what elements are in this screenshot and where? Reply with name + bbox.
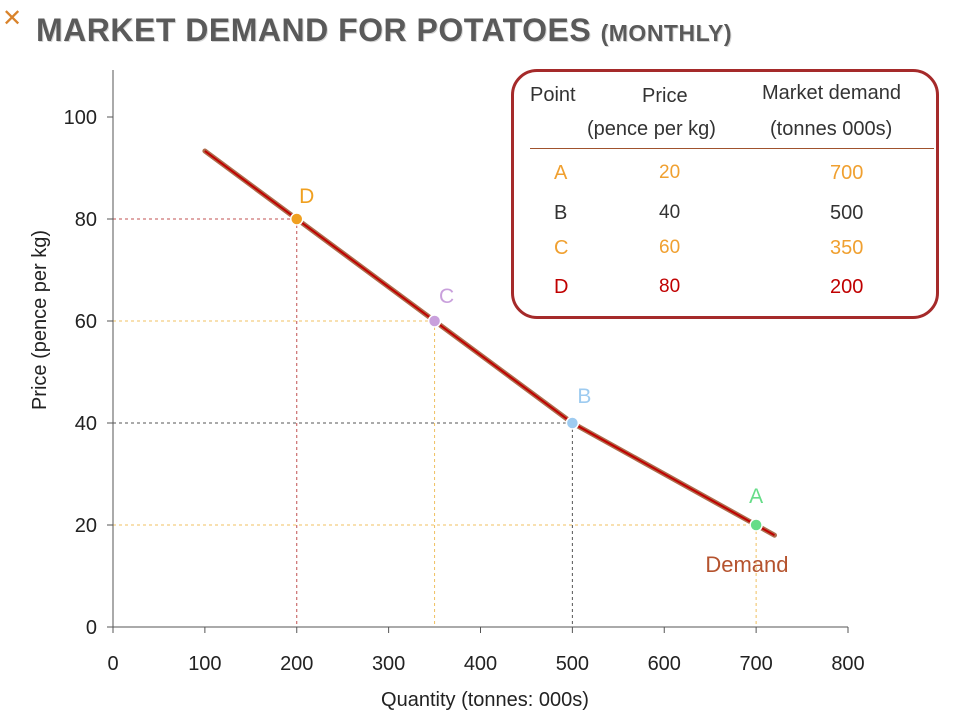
y-tick-label: 100 [64, 107, 97, 129]
x-tick-label: 400 [464, 653, 497, 675]
x-axis-label: Quantity (tonnes: 000s) [381, 689, 589, 711]
table-cell-price: 60 [659, 237, 681, 258]
data-table-panel: Point Price (pence per kg) Market demand… [511, 69, 939, 319]
slide-title: MARKET DEMAND FOR POTATOES (MONTHLY) [36, 12, 732, 49]
title-main: MARKET DEMAND FOR POTATOES [36, 12, 592, 48]
table-header-price-unit: (pence per kg) [587, 118, 716, 140]
x-tick-label: 500 [556, 653, 589, 675]
point-marker-b [565, 416, 580, 430]
table-cell-price: 80 [659, 276, 681, 297]
table-cell-demand: 200 [830, 276, 864, 298]
x-tick-label: 0 [107, 653, 118, 675]
point-label-d: D [299, 185, 314, 208]
table-header-demand-unit: (tonnes 000s) [770, 118, 893, 140]
point-marker-a [749, 518, 763, 532]
table-cell-point: D [554, 276, 569, 298]
series-label-demand: Demand [705, 552, 788, 577]
x-tick-label: 600 [648, 653, 681, 675]
point-label-b: B [577, 385, 591, 408]
y-tick-label: 60 [75, 311, 97, 333]
table-header-price: Price [642, 85, 688, 107]
x-tick-label: 200 [280, 653, 313, 675]
x-tick-label: 700 [739, 653, 772, 675]
table-cell-point: A [554, 162, 568, 184]
table-cell-point: C [554, 237, 569, 259]
title-sub: (MONTHLY) [600, 20, 733, 46]
point-marker-d [290, 212, 304, 226]
slide-bullet-icon: ✕ [2, 4, 23, 32]
x-tick-label: 100 [188, 653, 221, 675]
point-label-c: C [439, 285, 454, 308]
y-axis-label: Price (pence per kg) [29, 230, 51, 410]
table-header-point: Point [530, 84, 576, 106]
x-tick-label: 800 [831, 653, 864, 675]
y-tick-label: 80 [75, 209, 97, 231]
table-cell-price: 40 [659, 202, 681, 223]
point-marker-c [427, 314, 442, 328]
x-tick-label: 300 [372, 653, 405, 675]
table-cell-demand: 350 [830, 237, 864, 259]
table-cell-demand: 500 [830, 202, 864, 224]
table-cell-price: 20 [659, 162, 681, 183]
guide-lines [113, 218, 757, 627]
point-label-a: A [749, 485, 763, 508]
table-header-rule [530, 148, 934, 149]
table-cell-demand: 700 [830, 162, 864, 184]
y-tick-label: 0 [86, 617, 97, 639]
axis-ticks: 0 100 200 300 400 500 600 700 800 0 20 40 60 80 100 [64, 107, 865, 675]
table-header-demand: Market demand [762, 82, 901, 104]
y-tick-label: 20 [75, 515, 97, 537]
table-cell-point: B [554, 202, 568, 224]
y-tick-label: 40 [75, 413, 97, 435]
